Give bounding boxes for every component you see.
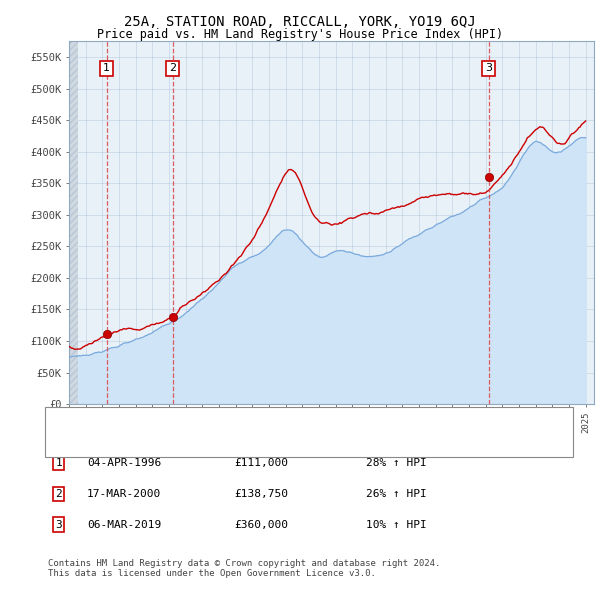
Text: 10% ↑ HPI: 10% ↑ HPI bbox=[366, 520, 427, 529]
Text: 04-APR-1996: 04-APR-1996 bbox=[87, 458, 161, 468]
Text: 26% ↑ HPI: 26% ↑ HPI bbox=[366, 489, 427, 499]
Text: £138,750: £138,750 bbox=[234, 489, 288, 499]
Text: 1: 1 bbox=[103, 64, 110, 73]
Text: Price paid vs. HM Land Registry's House Price Index (HPI): Price paid vs. HM Land Registry's House … bbox=[97, 28, 503, 41]
Text: 28% ↑ HPI: 28% ↑ HPI bbox=[366, 458, 427, 468]
Text: 25A, STATION ROAD, RICCALL, YORK, YO19 6QJ: 25A, STATION ROAD, RICCALL, YORK, YO19 6… bbox=[124, 15, 476, 29]
Text: 06-MAR-2019: 06-MAR-2019 bbox=[87, 520, 161, 529]
Text: 1: 1 bbox=[55, 458, 62, 468]
Text: 3: 3 bbox=[485, 64, 492, 73]
Text: 2: 2 bbox=[169, 64, 176, 73]
Text: 2: 2 bbox=[55, 489, 62, 499]
Text: 25A, STATION ROAD, RICCALL, YORK, YO19 6QJ (detached house): 25A, STATION ROAD, RICCALL, YORK, YO19 6… bbox=[93, 418, 440, 428]
Text: Contains HM Land Registry data © Crown copyright and database right 2024.
This d: Contains HM Land Registry data © Crown c… bbox=[48, 559, 440, 578]
Text: HPI: Average price, detached house, North Yorkshire: HPI: Average price, detached house, Nort… bbox=[93, 435, 392, 444]
Bar bbox=[69, 41, 78, 404]
Text: £111,000: £111,000 bbox=[234, 458, 288, 468]
Text: 3: 3 bbox=[55, 520, 62, 529]
Text: £360,000: £360,000 bbox=[234, 520, 288, 529]
Text: 17-MAR-2000: 17-MAR-2000 bbox=[87, 489, 161, 499]
